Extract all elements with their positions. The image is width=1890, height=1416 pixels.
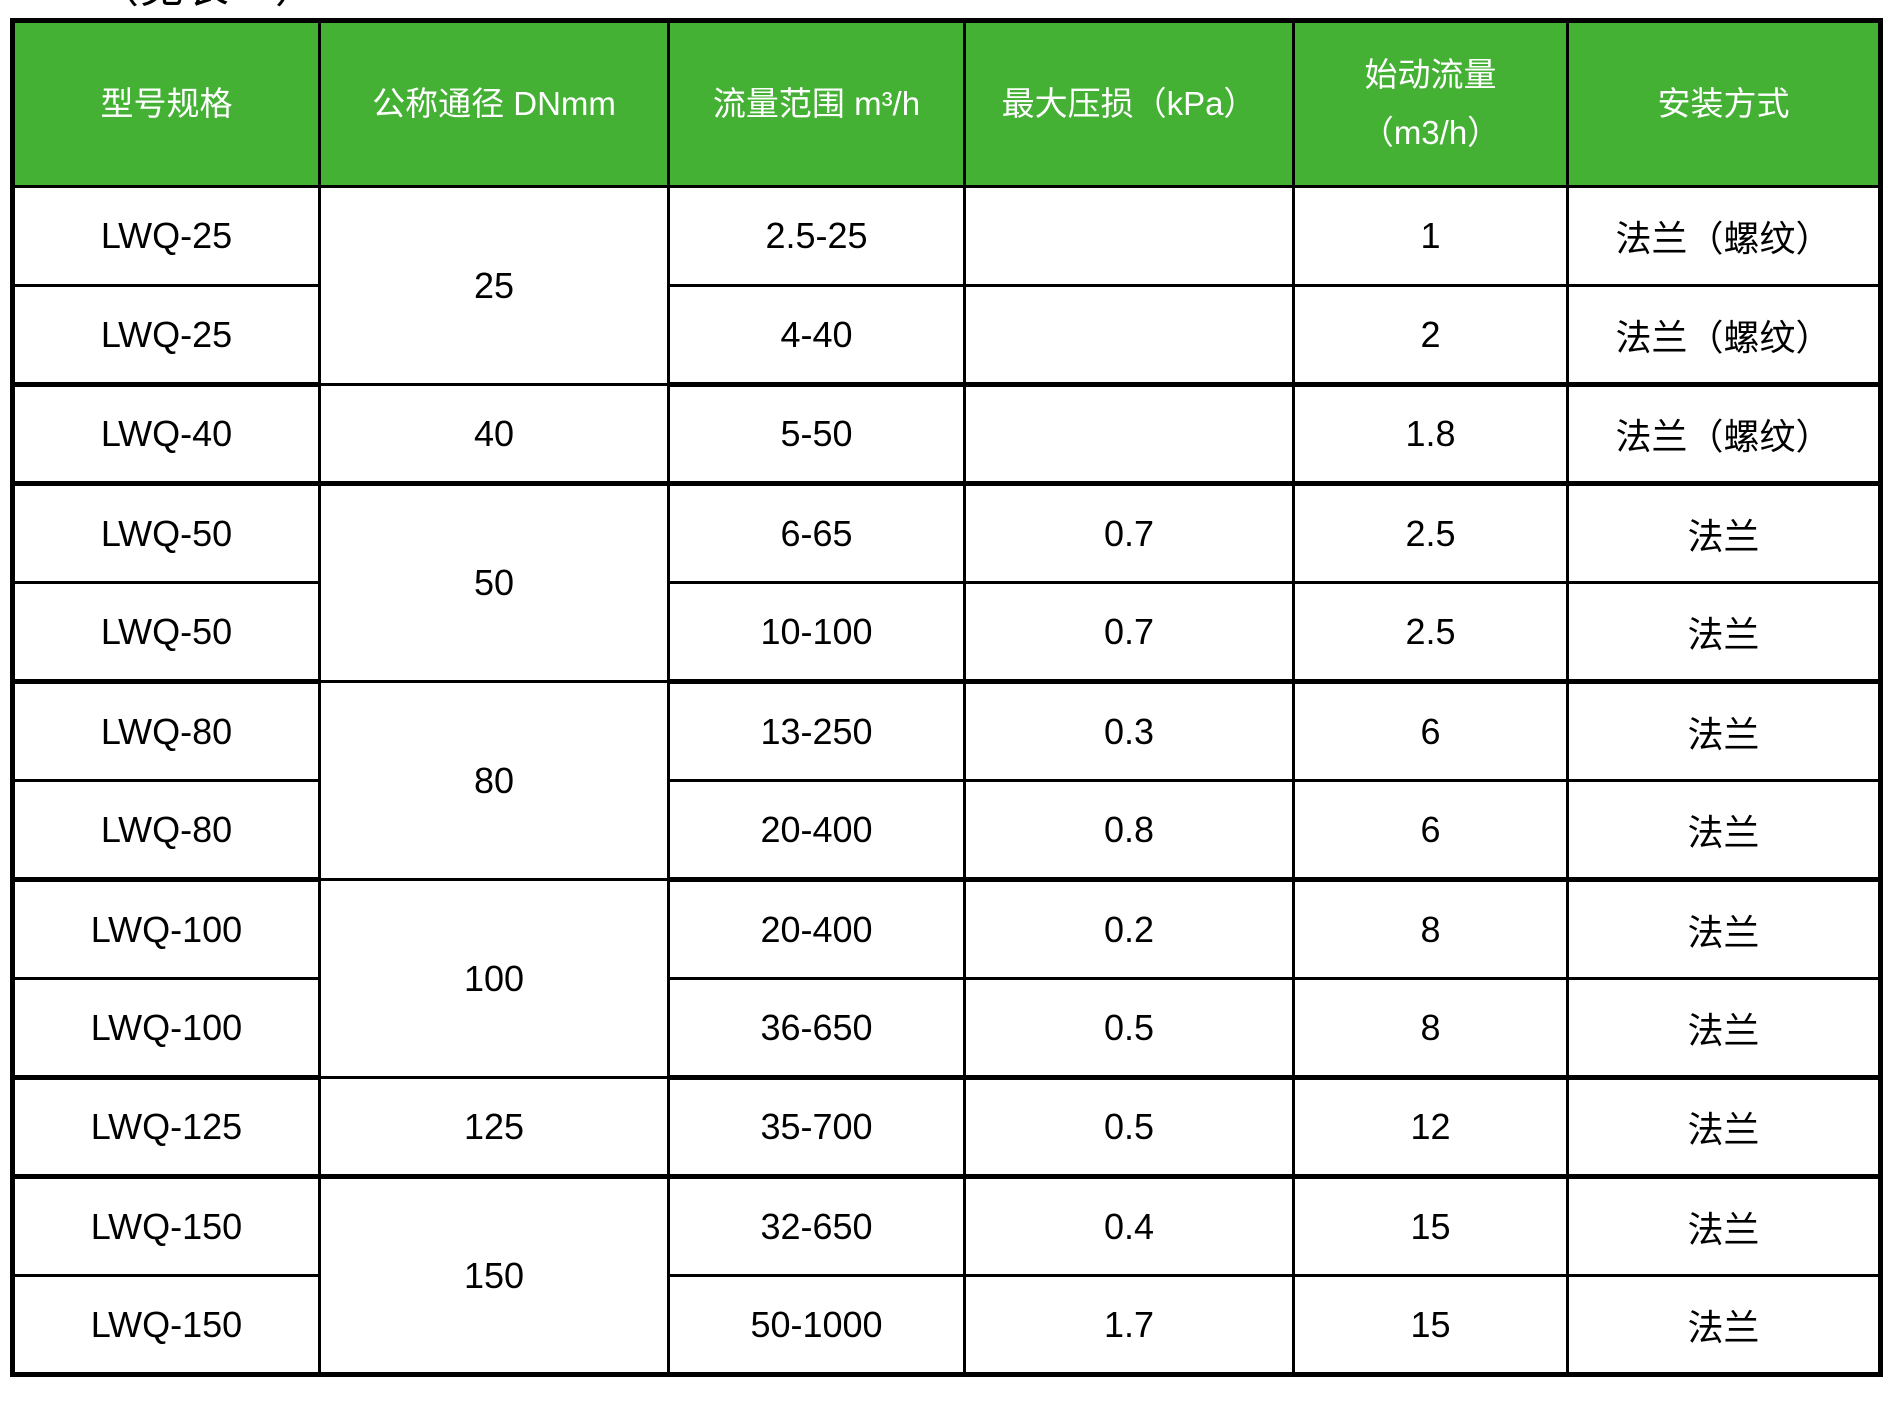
cell-loss: 1.7 — [963, 1274, 1295, 1377]
cell-flow: 35-700 — [667, 1076, 966, 1179]
cell-loss: 0.8 — [963, 779, 1295, 882]
cell-start: 6 — [1292, 680, 1569, 782]
cell-model: LWQ-40 — [11, 383, 321, 486]
table-row: LWQ-25 4-40 2 法兰（螺纹） — [11, 284, 1882, 387]
table-row: LWQ-50 50 6-65 0.7 2.5 法兰 — [11, 482, 1882, 683]
cell-start: 8 — [1292, 977, 1569, 1080]
cell-dn: 80 — [318, 680, 670, 881]
cell-install: 法兰 — [1566, 1076, 1882, 1179]
column-header: 公称通径 DNmm — [318, 19, 670, 188]
table-row: LWQ-40 40 5-50 1.8 法兰（螺纹） — [11, 383, 1882, 486]
flowmeter-spec-table: 型号规格 公称通径 DNmm 流量范围 m³/h 最大压损（kPa） 始动流量 （m3/h… — [10, 18, 1883, 1377]
column-header: 安装方式 — [1566, 19, 1882, 188]
cell-start: 6 — [1292, 779, 1569, 882]
cell-flow: 4-40 — [667, 284, 966, 387]
cell-start: 15 — [1292, 1274, 1569, 1377]
cell-flow: 20-400 — [667, 878, 966, 980]
cell-loss: 0.7 — [963, 581, 1295, 684]
caption-clipped: （见表一） — [95, 0, 395, 14]
cell-loss: 0.5 — [963, 1076, 1295, 1179]
cell-dn: 125 — [318, 1076, 670, 1179]
cell-flow: 50-1000 — [667, 1274, 966, 1377]
cell-dn: 50 — [318, 482, 670, 683]
cell-install: 法兰 — [1566, 878, 1882, 980]
cell-start: 15 — [1292, 1175, 1569, 1277]
column-header: 最大压损（kPa） — [963, 19, 1295, 188]
table-header-row: 型号规格 公称通径 DNmm 流量范围 m³/h 最大压损（kPa） 始动流量 （m3/h… — [11, 19, 1882, 188]
cell-flow: 6-65 — [667, 482, 966, 584]
cell-flow: 10-100 — [667, 581, 966, 684]
cell-dn: 25 — [318, 185, 670, 386]
table-row: LWQ-50 10-100 0.7 2.5 法兰 — [11, 581, 1882, 684]
cell-model: LWQ-80 — [11, 680, 321, 782]
column-header: 流量范围 m³/h — [667, 19, 966, 188]
cell-loss — [963, 284, 1295, 387]
column-header: 型号规格 — [11, 19, 321, 188]
table-row: LWQ-80 20-400 0.8 6 法兰 — [11, 779, 1882, 882]
cell-model: LWQ-100 — [11, 878, 321, 980]
cell-start: 1.8 — [1292, 383, 1569, 486]
cell-dn: 40 — [318, 383, 670, 486]
cell-model: LWQ-25 — [11, 185, 321, 287]
cell-install: 法兰 — [1566, 977, 1882, 1080]
spec-table-wrapper: 型号规格 公称通径 DNmm 流量范围 m³/h 最大压损（kPa） 始动流量 （m3/h… — [10, 18, 1883, 1377]
cell-model: LWQ-150 — [11, 1175, 321, 1277]
table-row: LWQ-100 100 20-400 0.2 8 法兰 — [11, 878, 1882, 1079]
cell-flow: 20-400 — [667, 779, 966, 882]
cell-install: 法兰（螺纹） — [1566, 383, 1882, 486]
cell-loss: 0.7 — [963, 482, 1295, 584]
cell-flow: 5-50 — [667, 383, 966, 486]
table-row: LWQ-25 25 2.5-25 1 法兰（螺纹） — [11, 185, 1882, 386]
cell-start: 2 — [1292, 284, 1569, 387]
cell-install: 法兰 — [1566, 581, 1882, 684]
caption-text: （见表一） — [95, 0, 395, 10]
cell-model: LWQ-100 — [11, 977, 321, 1080]
cell-dn: 150 — [318, 1175, 670, 1376]
column-header: 始动流量 （m3/h） — [1292, 19, 1569, 188]
cell-flow: 2.5-25 — [667, 185, 966, 287]
cell-flow: 13-250 — [667, 680, 966, 782]
cell-install: 法兰 — [1566, 680, 1882, 782]
cell-model: LWQ-50 — [11, 581, 321, 684]
table-row: LWQ-125 125 35-700 0.5 12 法兰 — [11, 1076, 1882, 1179]
cell-loss: 0.5 — [963, 977, 1295, 1080]
header-row: 型号规格 公称通径 DNmm 流量范围 m³/h 最大压损（kPa） 始动流量 （m3/h… — [11, 19, 1882, 188]
cell-install: 法兰 — [1566, 779, 1882, 882]
cell-start: 2.5 — [1292, 581, 1569, 684]
cell-loss — [963, 185, 1295, 287]
cell-install: 法兰（螺纹） — [1566, 185, 1882, 287]
cell-flow: 32-650 — [667, 1175, 966, 1277]
cell-model: LWQ-150 — [11, 1274, 321, 1377]
cell-dn: 100 — [318, 878, 670, 1079]
cell-model: LWQ-25 — [11, 284, 321, 387]
column-header-line1: 始动流量 — [1364, 56, 1497, 94]
cell-model: LWQ-125 — [11, 1076, 321, 1179]
cell-loss: 0.4 — [963, 1175, 1295, 1277]
cell-flow: 36-650 — [667, 977, 966, 1080]
cell-loss: 0.2 — [963, 878, 1295, 980]
cell-install: 法兰 — [1566, 482, 1882, 584]
cell-start: 8 — [1292, 878, 1569, 980]
table-row: LWQ-150 150 32-650 0.4 15 法兰 — [11, 1175, 1882, 1376]
cell-start: 2.5 — [1292, 482, 1569, 584]
cell-model: LWQ-50 — [11, 482, 321, 584]
cell-model: LWQ-80 — [11, 779, 321, 882]
cell-install: 法兰 — [1566, 1274, 1882, 1377]
cell-start: 12 — [1292, 1076, 1569, 1179]
table-body: LWQ-25 25 2.5-25 1 法兰（螺纹） LWQ-25 4-40 2 法兰（螺纹） LW… — [11, 185, 1882, 1377]
table-row: LWQ-150 50-1000 1.7 15 法兰 — [11, 1274, 1882, 1377]
column-header-line2: （m3/h） — [1360, 114, 1501, 151]
cell-install: 法兰 — [1566, 1175, 1882, 1277]
table-row: LWQ-80 80 13-250 0.3 6 法兰 — [11, 680, 1882, 881]
cell-start: 1 — [1292, 185, 1569, 287]
cell-install: 法兰（螺纹） — [1566, 284, 1882, 387]
cell-loss: 0.3 — [963, 680, 1295, 782]
table-row: LWQ-100 36-650 0.5 8 法兰 — [11, 977, 1882, 1080]
cell-loss — [963, 383, 1295, 486]
